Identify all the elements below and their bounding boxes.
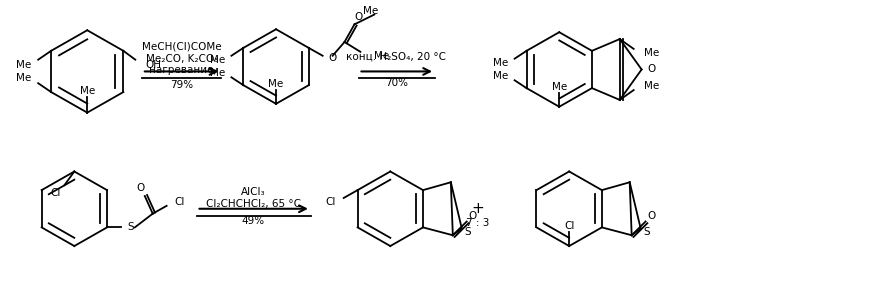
Text: +: + <box>471 201 483 216</box>
Text: Me: Me <box>210 55 225 65</box>
Text: Me: Me <box>80 86 95 96</box>
Text: S: S <box>464 227 470 237</box>
Text: O: O <box>646 64 655 75</box>
Text: 49%: 49% <box>241 215 265 226</box>
Text: 70%: 70% <box>384 78 407 88</box>
Text: Me: Me <box>374 51 389 61</box>
Text: Cl: Cl <box>563 221 574 231</box>
Text: Me: Me <box>551 82 567 92</box>
Text: Me: Me <box>362 6 377 16</box>
Text: Cl: Cl <box>325 197 335 207</box>
Text: AlCl₃: AlCl₃ <box>240 187 265 197</box>
Text: Cl₂CHCHCl₂, 65 °C: Cl₂CHCHCl₂, 65 °C <box>205 199 300 209</box>
Text: Me: Me <box>268 79 283 89</box>
Text: Me: Me <box>493 58 508 68</box>
Text: O: O <box>137 183 145 193</box>
Text: Me: Me <box>16 73 32 83</box>
Text: O: O <box>328 53 337 63</box>
Text: Me: Me <box>493 71 508 81</box>
Text: MeCH(Cl)COMe: MeCH(Cl)COMe <box>142 42 221 52</box>
Text: 79%: 79% <box>170 80 193 90</box>
Text: нагревание: нагревание <box>149 66 214 75</box>
Text: Me: Me <box>210 68 225 78</box>
Text: Me: Me <box>643 48 658 58</box>
Text: O: O <box>468 211 476 221</box>
Text: Me: Me <box>643 81 658 91</box>
Text: Me₂CO, K₂CO₃: Me₂CO, K₂CO₃ <box>146 54 217 64</box>
Text: S: S <box>127 222 133 232</box>
Text: O: O <box>354 12 362 23</box>
Text: Cl: Cl <box>175 197 185 207</box>
Text: 7 : 3: 7 : 3 <box>466 218 488 229</box>
Text: Me: Me <box>16 59 32 70</box>
Text: Cl: Cl <box>50 188 61 198</box>
Text: O: O <box>646 211 655 221</box>
Text: конц. H₂SO₄, 20 °C: конц. H₂SO₄, 20 °C <box>346 52 446 62</box>
Text: OH: OH <box>145 59 161 70</box>
Text: S: S <box>643 227 649 237</box>
